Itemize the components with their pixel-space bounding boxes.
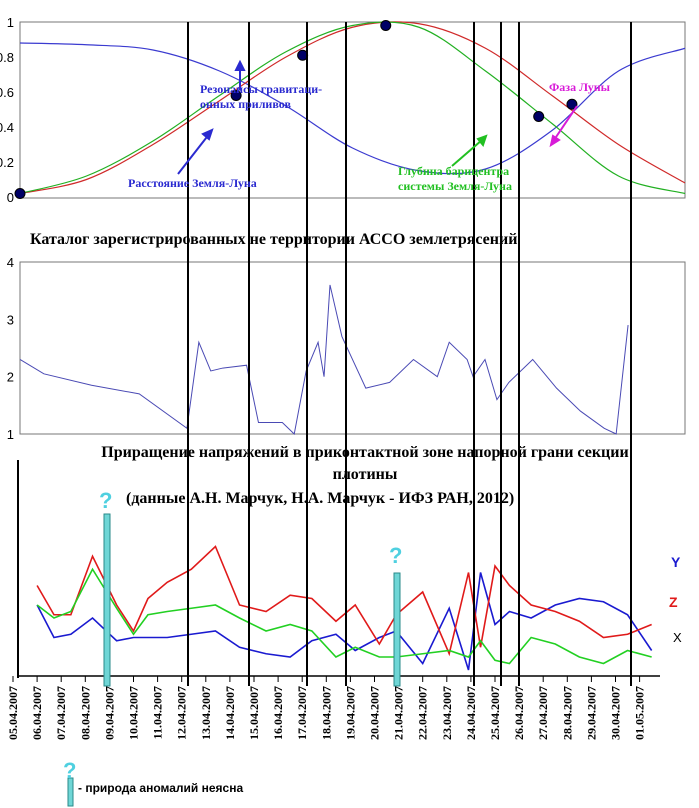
panel-stress-x-tick-label: 07.04.2007 [54,686,68,740]
panel-lunar-marker [533,111,545,122]
panel-stress-x-tick-label: 21.04.2007 [392,686,406,740]
panel-lunar-series [19,21,686,195]
panel-stress-x-tick-label: 22.04.2007 [416,686,430,740]
anomaly-pillar-1 [103,513,111,687]
panel-stress-subtitle: (данные А.Н. Марчук, Н.А. Марчук - ИФЗ Р… [126,490,515,507]
panel-stress-x-tick-label: 12.04.2007 [175,686,189,740]
panel-lunar-marker [230,90,242,101]
barycenter-label: Глубина барицентра системы Земля-Луна [398,164,512,193]
arrow-phase [553,105,578,141]
panel-stress-x-tick-label: 11.04.2007 [151,686,165,739]
panel-earthquakes: 1 2 3 4 [7,255,686,442]
panel-stress-x-tick-label: 01.05.2007 [633,686,647,740]
panel-earthquakes-y-ticks: 1 2 3 4 [7,255,14,442]
arrow-distance-head [201,128,214,141]
panel-stress-x-tick-label: 27.04.2007 [536,686,550,740]
panel-stress-x-tick-label: 23.04.2007 [440,686,454,740]
panel-lunar: 0 0.2 0.4 0.6 0.8 1 [0,15,686,205]
legend-z-label: Z [669,594,678,610]
question-mark-2: ? [389,543,403,568]
panel-lunar-y-ticks: 0 0.2 0.4 0.6 0.8 1 [0,15,14,205]
panel-lunar-y-tick-label: 0 [7,190,14,205]
resonance-label: Резонансы гравитаци- онных приливов [200,82,323,111]
legend-question-mark: ? [63,758,77,783]
panel-stress-x-tick-label: 09.04.2007 [102,686,116,740]
arrow-barycenter-head [476,134,488,148]
arrow-barycenter [451,139,483,167]
legend-x-label: X [673,630,682,645]
event-vertical-lines [187,22,632,686]
panel-lunar-y-tick-label: 0.6 [0,85,14,100]
legend-y-label: Y [671,554,681,570]
panel-lunar-y-tick-label: 0.4 [0,120,14,135]
anomaly-pillar-2 [393,572,401,687]
panel-stress-x-tick-label: 20.04.2007 [368,686,382,740]
panel-stress-x-tick-label: 16.04.2007 [271,686,285,740]
panel-stress-x-tick-label: 19.04.2007 [343,686,357,740]
panel-lunar-series-line-1 [19,21,686,195]
annotation-arrows [177,59,578,175]
question-mark-1: ? [99,488,113,513]
panel-lunar-y-tick-label: 1 [7,15,14,30]
distance-label: Расстояние Земля-Луна [128,176,257,190]
legend-anomaly-pillar [67,777,74,807]
panel-lunar-y-tick-label: 0.2 [0,155,14,170]
panel-lunar-marker [14,188,26,199]
panel-stress-x-tick-label: 10.04.2007 [127,686,141,740]
panel-lunar-marker [566,98,578,110]
panel-lunar-y-tick-label: 0.8 [0,50,14,65]
phase-label: Фаза Луны [549,80,611,94]
panel-lunar-series-line-0 [19,42,686,175]
panel-stress-x-tick-label: 28.04.2007 [560,686,574,740]
panel-earthquakes-y-tick-label: 3 [7,312,14,327]
panel-stress-x-tick-label: 24.04.2007 [464,686,478,740]
panel-lunar-markers [14,20,578,199]
panel-stress-x-tick-label: 18.04.2007 [319,686,333,740]
arrow-phase-head [549,134,561,148]
panel-earthquakes-y-tick-label: 1 [7,427,14,442]
panel-stress-series-x [36,567,652,665]
panel-stress-series-y [36,572,653,671]
panel-stress-x-tick-label: 26.04.2007 [512,686,526,740]
arrow-resonance-head [234,59,246,71]
panel-stress-title: Приращение напряжений в приконтактной зо… [101,444,629,483]
panel-stress-x-tick-label: 13.04.2007 [199,686,213,740]
panel-stress-x-tick-label: 29.04.2007 [584,686,598,740]
panel-stress-x-tick-label: 25.04.2007 [488,686,502,740]
panel-stress-x-tick-label: 15.04.2007 [247,686,261,740]
panel-earthquakes-y-tick-label: 4 [7,255,14,270]
panel-stress-x-tick-labels: 05.04.2007 06.04.2007 07.04.2007 08.04.2007… [6,676,647,740]
panel-stress-x-tick-label: 06.04.2007 [30,686,44,740]
anomaly-markers [67,513,401,807]
panel-lunar-marker [380,20,392,31]
panel-lunar-series-line-2 [19,21,686,195]
panel-stress-x-tick-label: 05.04.2007 [6,686,20,740]
panel-stress-x-tick-label: 08.04.2007 [78,686,92,740]
panel-earthquakes-title: Каталог зарегистрированных не территории… [30,231,518,248]
panel-stress-x-tick-label: 14.04.2007 [223,686,237,740]
panel-lunar-frame [19,21,686,199]
panel-stress-x-tick-label: 30.04.2007 [609,686,623,740]
arrow-distance [177,132,211,175]
panel-stress-x-tick-label: 17.04.2007 [295,686,309,740]
panel-earthquakes-frame [19,261,686,435]
panel-earthquakes-series-line [19,284,629,436]
panel-earthquakes-series [19,284,629,436]
panel-stress-series [36,545,653,671]
panel-earthquakes-y-tick-label: 2 [7,370,14,385]
footnote: - природа аномалий неясна [78,781,244,795]
